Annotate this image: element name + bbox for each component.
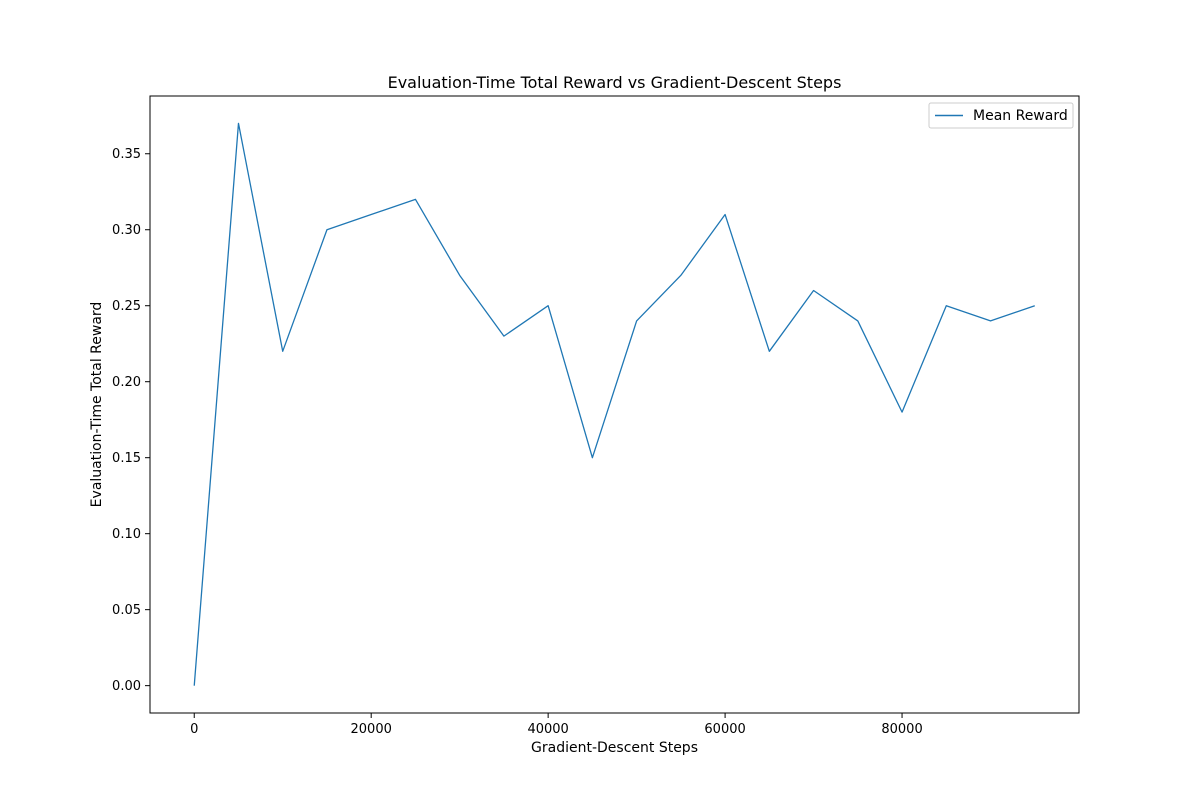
chart-title: Evaluation-Time Total Reward vs Gradient… xyxy=(388,73,842,92)
y-axis-ticks: 0.00 0.05 0.10 0.15 0.20 0.25 0.30 0.35 xyxy=(112,147,150,694)
y-tick-label: 0.00 xyxy=(112,679,141,694)
legend-label-mean-reward: Mean Reward xyxy=(973,108,1068,124)
y-tick-label: 0.35 xyxy=(112,147,141,162)
x-axis-label: Gradient-Descent Steps xyxy=(531,740,698,756)
x-tick-label: 0 xyxy=(190,722,198,737)
x-tick-label: 80000 xyxy=(881,722,922,737)
plot-frame xyxy=(149,95,1080,714)
plot-area xyxy=(149,95,1080,714)
x-axis-ticks: 0 20000 40000 60000 80000 xyxy=(190,713,923,737)
legend-box xyxy=(928,102,1074,129)
series-line-mean-reward xyxy=(193,122,1035,686)
y-tick-label: 0.30 xyxy=(112,223,141,238)
series-layer xyxy=(193,122,1035,686)
x-tick-label: 20000 xyxy=(351,722,392,737)
y-tick-label: 0.05 xyxy=(112,603,141,618)
x-tick-label: 40000 xyxy=(527,722,568,737)
y-tick-label: 0.15 xyxy=(112,451,141,466)
x-tick-label: 60000 xyxy=(704,722,745,737)
legend: Mean Reward xyxy=(928,102,1074,129)
y-tick-label: 0.25 xyxy=(112,299,141,314)
y-tick-label: 0.10 xyxy=(112,527,141,542)
y-axis-label: Evaluation-Time Total Reward xyxy=(89,302,105,508)
y-tick-label: 0.20 xyxy=(112,375,141,390)
